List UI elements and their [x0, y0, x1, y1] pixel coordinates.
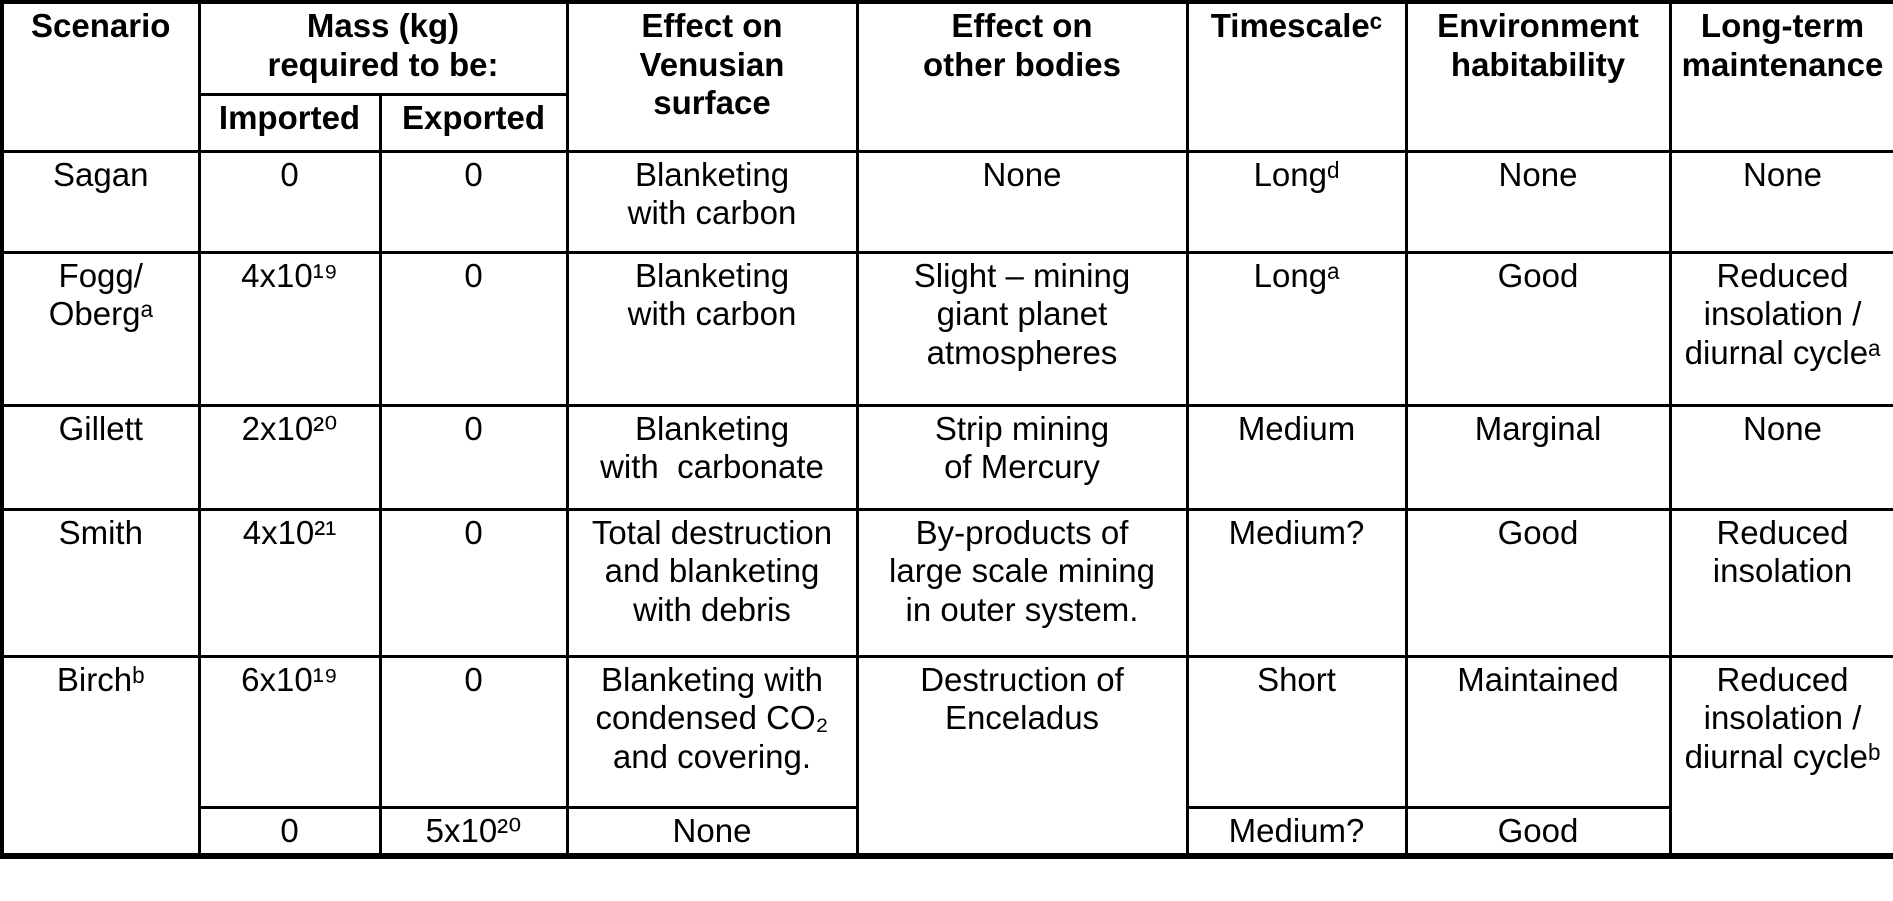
- cell-sagan-timescale: Longᵈ: [1185, 149, 1408, 254]
- header-timescale: Timescaleᶜ: [1185, 0, 1408, 153]
- cell-gillett-timescale: Medium: [1185, 403, 1408, 511]
- cell-fogg-maintenance: Reduced insolation / diurnal cycleᵃ: [1668, 250, 1893, 407]
- header-scenario: Scenario: [0, 0, 201, 153]
- cell-gillett-effect-venus: Blanketing with carbonate: [565, 403, 859, 511]
- row-birch-sub2: 0 5x10²⁰ None Medium? Good: [2, 805, 1893, 858]
- cell-birch2-timescale: Medium?: [1185, 805, 1408, 858]
- header-exported: Exported: [378, 92, 569, 153]
- row-gillett: Gillett 2x10²⁰ 0 Blanketing with carbona…: [0, 403, 1893, 511]
- cell-fogg-effect-other: Slight – mining giant planet atmospheres: [855, 250, 1189, 407]
- cell-birch1-effect-venus: Blanketing with condensed CO₂ and coveri…: [565, 654, 859, 809]
- cell-birch-effect-other: Destruction of Enceladus: [855, 654, 1189, 858]
- row-fogg-oberg: Fogg/ Obergᵃ 4x10¹⁹ 0 Blanketing with ca…: [0, 250, 1893, 407]
- header-effect-venusian-surface: Effect on Venusian surface: [565, 0, 859, 153]
- cell-fogg-timescale: Longᵃ: [1185, 250, 1408, 407]
- header-environment-habitability: Environment habitability: [1404, 0, 1672, 153]
- cell-gillett-environment: Marginal: [1404, 403, 1672, 511]
- cell-birch1-timescale: Short: [1185, 654, 1408, 809]
- cell-gillett-exported: 0: [378, 403, 569, 511]
- cell-birch-maintenance: Reduced insolation / diurnal cycleᵇ: [1668, 654, 1893, 858]
- cell-smith-exported: 0: [378, 507, 569, 658]
- cell-smith-effect-other: By-products of large scale mining in out…: [855, 507, 1189, 658]
- cell-smith-timescale: Medium?: [1185, 507, 1408, 658]
- cell-sagan-effect-venus: Blanketing with carbon: [565, 149, 859, 254]
- cell-fogg-effect-venus: Blanketing with carbon: [565, 250, 859, 407]
- cell-sagan-imported: 0: [197, 149, 382, 254]
- cell-sagan-scenario: Sagan: [0, 149, 201, 254]
- cell-fogg-scenario: Fogg/ Obergᵃ: [0, 250, 201, 407]
- cell-birch-scenario: Birchᵇ: [0, 654, 201, 858]
- cell-birch1-exported: 0: [378, 654, 569, 809]
- row-sagan: Sagan 0 0 Blanketing with carbon None Lo…: [0, 149, 1893, 254]
- cell-smith-imported: 4x10²¹: [197, 507, 382, 658]
- header-effect-other-bodies: Effect on other bodies: [855, 0, 1189, 153]
- header-row-2: Imported Exported: [2, 92, 1893, 153]
- row-birch-sub1: Birchᵇ 6x10¹⁹ 0 Blanketing with condense…: [0, 654, 1893, 858]
- cell-birch2-imported: 0: [197, 805, 382, 858]
- header-row-1: Scenario Mass (kg) required to be: Effec…: [0, 0, 1893, 153]
- header-long-term-maintenance: Long-term maintenance: [1668, 0, 1893, 153]
- cell-sagan-exported: 0: [378, 149, 569, 254]
- cell-fogg-imported: 4x10¹⁹: [197, 250, 382, 407]
- cell-birch2-exported: 5x10²⁰: [378, 805, 569, 858]
- cell-smith-effect-venus: Total destruction and blanketing with de…: [565, 507, 859, 658]
- cell-gillett-maintenance: None: [1668, 403, 1893, 511]
- cell-birch1-imported: 6x10¹⁹: [197, 654, 382, 809]
- cell-fogg-environment: Good: [1404, 250, 1672, 407]
- cell-smith-scenario: Smith: [0, 507, 201, 658]
- cell-gillett-effect-other: Strip mining of Mercury: [855, 403, 1189, 511]
- cell-gillett-scenario: Gillett: [0, 403, 201, 511]
- cell-birch2-environment: Good: [1404, 805, 1672, 858]
- cell-smith-environment: Good: [1404, 507, 1672, 658]
- header-imported: Imported: [197, 92, 382, 153]
- header-mass-group: Mass (kg) required to be:: [197, 0, 569, 96]
- cell-sagan-environment: None: [1404, 149, 1672, 254]
- row-smith: Smith 4x10²¹ 0 Total destruction and bla…: [0, 507, 1893, 658]
- cell-sagan-maintenance: None: [1668, 149, 1893, 254]
- cell-sagan-effect-other: None: [855, 149, 1189, 254]
- cell-birch2-effect-venus: None: [565, 805, 859, 858]
- cell-smith-maintenance: Reduced insolation: [1668, 507, 1893, 658]
- cell-birch1-environment: Maintained: [1404, 654, 1672, 809]
- cell-fogg-exported: 0: [378, 250, 569, 407]
- cell-gillett-imported: 2x10²⁰: [197, 403, 382, 511]
- venus-terraforming-scenarios-table: Scenario Mass (kg) required to be: Effec…: [0, 0, 1893, 860]
